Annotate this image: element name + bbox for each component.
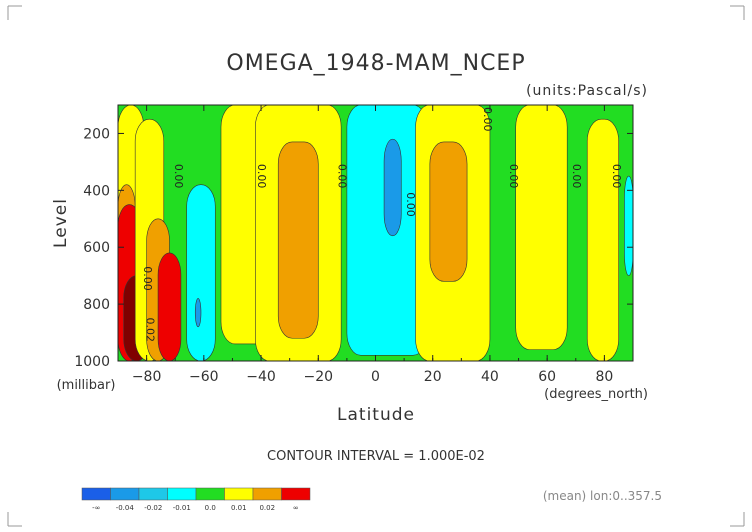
colorbar-swatch [81,487,111,501]
contour-interval-text: CONTOUR INTERVAL = 1.000E-02 [267,449,485,464]
x-unit-label: (degrees_north) [544,387,648,402]
y-tick-label: 1000 [74,354,110,370]
colorbar-swatch [195,487,225,501]
y-axis: 200 400 600 800 1000 [74,126,633,370]
x-tick-label: 40 [481,369,499,385]
colorbar-tick-label: 0.0 [205,504,216,512]
crop-marks [7,5,745,527]
y-tick-label: 800 [83,297,110,313]
y-tick-label: 400 [83,183,110,199]
contour-label: 0.00 [335,164,348,189]
contour-label: 0.00 [481,107,494,132]
chart-title: OMEGA_1948-MAM_NCEP [226,51,525,76]
x-tick-label: −80 [132,369,162,385]
contour-label: 0.02 [144,317,157,342]
contour-region-blue [383,138,402,237]
colorbar-swatch [110,487,140,501]
contour-label: 0.00 [141,266,154,291]
footnote: (mean) lon:0..357.5 [543,489,662,503]
contour-label: 0.00 [172,164,185,189]
contour-region-orange [277,141,319,339]
contour-region-red [157,252,182,361]
colorbar-swatch [167,487,197,501]
y-tick-label: 600 [83,240,110,256]
colorbar-swatch [224,487,254,501]
contour-region-cyan [186,184,216,361]
contour-label: 0.00 [404,192,417,217]
y-tick-label: 200 [83,126,110,142]
plot-area [118,105,633,361]
colorbar-tick-label: -0.04 [116,504,135,512]
contour-region-yellow [515,105,568,350]
colorbar-tick-label: -∞ [92,504,100,512]
colorbar-tick-label: 0.02 [259,504,275,512]
contour-label: 0.00 [610,164,623,189]
x-tick-label: 60 [538,369,556,385]
contour-label: 0.00 [570,164,583,189]
colorbar-swatch [281,487,311,501]
contour-labels: 0.00 0.00 0.00 0.00 0.00 0.00 0.00 0.00 0.00 0.02 [141,107,623,342]
y-axis-label: Level [51,198,71,248]
contour-region-orange [429,141,468,282]
contour-region-yellow [586,118,619,361]
colorbar-tick-label: -0.01 [173,504,191,512]
contour-region-cyan [624,175,633,276]
colorbar-swatch [252,487,282,501]
x-tick-label: −60 [189,369,219,385]
contour-regions [118,105,633,361]
colorbar-swatch [138,487,168,501]
x-tick-label: −40 [246,369,276,385]
x-axis-label: Latitude [337,405,415,425]
x-axis: −80 −60 −40 −20 0 20 40 60 80 [117,105,634,385]
x-tick-label: −20 [304,369,334,385]
contour-region-blue [194,298,202,328]
x-tick-label: 0 [371,369,380,385]
colorbar: -∞ -0.04 -0.02 -0.01 0.0 0.01 0.02 ∞ [81,487,311,512]
colorbar-tick-label: ∞ [293,504,299,512]
y-unit-label: (millibar) [57,378,116,393]
colorbar-tick-label: 0.01 [231,504,247,512]
colorbar-tick-label: -0.02 [144,504,162,512]
contour-label: 0.00 [507,164,520,189]
units-label: (units:Pascal/s) [526,83,648,99]
x-tick-label: 20 [424,369,442,385]
contour-label: 0.00 [255,164,268,189]
x-tick-label: 80 [595,369,613,385]
